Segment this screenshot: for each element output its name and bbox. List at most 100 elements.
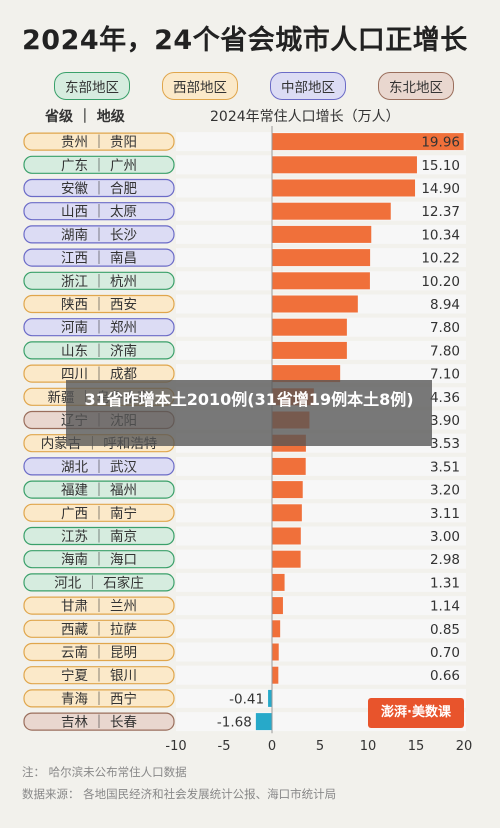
category-label: 安徽 ｜ 合肥 (61, 181, 137, 197)
value-label: 7.80 (430, 320, 460, 336)
value-label: 3.51 (430, 459, 460, 475)
value-label: 3.00 (430, 529, 460, 545)
bar (272, 573, 285, 591)
x-tick-label: -5 (218, 739, 231, 754)
value-label: 10.34 (421, 227, 460, 243)
bar (272, 481, 303, 499)
x-tick-label: 5 (316, 739, 324, 754)
category-pill (23, 689, 175, 708)
bar (272, 365, 341, 383)
value-label: 7.10 (430, 367, 460, 383)
value-label: 4.36 (430, 390, 460, 406)
bar (272, 620, 281, 638)
category-label: 宁夏 ｜ 银川 (61, 667, 137, 684)
value-label: 19.96 (421, 135, 460, 151)
bar (272, 318, 347, 336)
value-label: 8.94 (430, 297, 460, 313)
bar (272, 527, 301, 545)
category-label: 浙江 ｜ 杭州 (61, 274, 137, 290)
value-label: -1.68 (217, 715, 252, 731)
category-pill (23, 155, 175, 174)
category-label: 吉林 ｜ 长春 (61, 715, 138, 731)
x-tick-label: -10 (165, 739, 186, 754)
value-label: 3.20 (430, 483, 460, 499)
category-pill (23, 573, 175, 592)
row-background (176, 549, 466, 569)
row-background (176, 480, 466, 500)
legend-item-central: 中部地区 (270, 72, 346, 100)
category-pill (23, 619, 175, 638)
category-label: 江西 ｜ 南昌 (61, 251, 137, 267)
category-pill (23, 178, 175, 198)
category-label: 湖南 ｜ 长沙 (61, 227, 137, 243)
category-label: 湖北 ｜ 武汉 (61, 459, 138, 475)
bar (255, 713, 272, 731)
category-pill (23, 294, 175, 314)
chart-title: 2024年，24个省会城市人口正增长 (22, 25, 468, 56)
category-label: 甘肃 ｜ 兰州 (61, 599, 137, 615)
category-label: 云南 ｜ 昆明 (61, 645, 137, 661)
bar (272, 341, 347, 359)
value-label: 7.80 (430, 343, 460, 359)
category-pill (23, 712, 175, 731)
category-label: 河北 ｜ 石家庄 (54, 574, 144, 591)
bar (272, 156, 417, 174)
bar (272, 225, 372, 243)
value-label: 3.90 (430, 413, 460, 429)
bar (272, 643, 279, 661)
category-pill (23, 666, 175, 685)
category-pill (23, 132, 175, 151)
row-background (176, 526, 466, 546)
value-label: 2.98 (430, 552, 460, 568)
bar (272, 179, 416, 197)
data-source: 数据来源： 各地国民经济和社会发展统计公报、海口市统计局 (22, 787, 337, 801)
value-label: 0.66 (430, 668, 460, 684)
legend-item-northeast: 东北地区 (378, 72, 454, 100)
value-label: 15.10 (421, 158, 460, 174)
value-label: 3.11 (430, 506, 460, 522)
bar (272, 249, 371, 267)
legend-item-west: 西部地区 (162, 72, 238, 100)
value-label: 10.20 (421, 274, 460, 290)
bar (272, 457, 306, 475)
category-pill (23, 202, 175, 221)
x-tick-label: 0 (268, 739, 276, 754)
category-label: 青海 ｜ 西宁 (61, 690, 137, 707)
category-label: 陕西 ｜ 西安 (61, 297, 137, 313)
category-pill (23, 271, 175, 290)
bar (272, 550, 301, 568)
category-pill (23, 596, 175, 615)
value-label: -0.41 (229, 691, 264, 707)
row-background (176, 456, 466, 476)
category-label: 海南 ｜ 海口 (61, 552, 137, 568)
footnote: 注： 哈尔滨未公布常住人口数据 (22, 765, 187, 779)
x-tick-label: 20 (456, 739, 473, 754)
x-tick-label: 15 (408, 739, 425, 754)
legend-item-east: 东部地区 (54, 72, 130, 100)
category-label: 贵州 ｜ 贵阳 (61, 135, 137, 151)
x-axis-label: 2024年常住人口增长（万人） (210, 109, 400, 125)
category-pill (23, 318, 175, 337)
value-label: 10.22 (421, 251, 460, 267)
value-label: 0.85 (430, 622, 460, 638)
row-background (176, 572, 466, 592)
category-pill (23, 480, 175, 499)
bar (272, 666, 279, 684)
x-tick-label: 10 (360, 739, 377, 754)
category-label: 河南 ｜ 郑州 (61, 320, 137, 336)
row-background (176, 642, 466, 662)
bar (272, 597, 283, 615)
value-label: 12.37 (421, 204, 460, 220)
bar (272, 504, 302, 522)
category-label: 西藏 ｜ 拉萨 (61, 622, 137, 638)
category-label: 福建 ｜ 福州 (61, 483, 137, 499)
news-headline-overlay[interactable]: 31省昨增本土2010例(31省增19例本土8例) (66, 380, 432, 446)
category-pill (23, 550, 175, 569)
category-label: 四川 ｜ 成都 (61, 367, 137, 383)
category-label: 广西 ｜ 南宁 (61, 505, 137, 522)
category-pill (23, 503, 175, 522)
bar (272, 272, 370, 290)
row-background (176, 619, 466, 639)
row-background (176, 596, 466, 616)
value-label: 14.90 (421, 181, 460, 197)
